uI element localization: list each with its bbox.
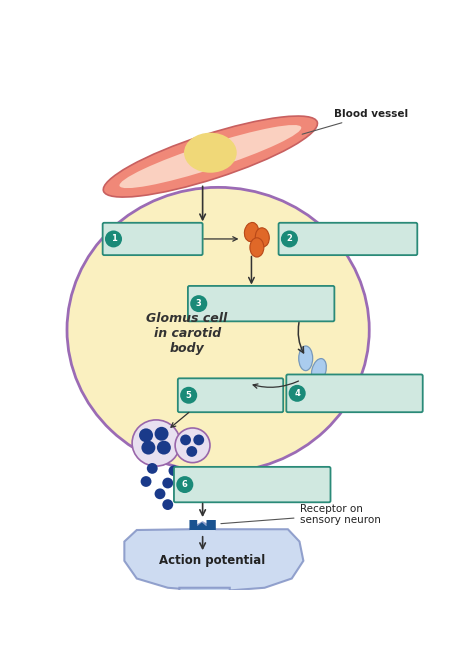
Text: 1: 1 (110, 235, 117, 243)
Circle shape (157, 441, 171, 455)
Text: Receptor on
sensory neuron: Receptor on sensory neuron (221, 504, 380, 525)
Circle shape (162, 499, 173, 510)
Ellipse shape (299, 346, 313, 371)
Circle shape (103, 661, 120, 663)
Circle shape (105, 231, 122, 247)
Text: Glomus cell
in carotid
body: Glomus cell in carotid body (146, 312, 228, 355)
Circle shape (155, 489, 165, 499)
Circle shape (193, 434, 204, 446)
Text: 5: 5 (186, 391, 191, 400)
Circle shape (162, 477, 173, 489)
Ellipse shape (132, 420, 180, 466)
Circle shape (174, 488, 185, 499)
Circle shape (141, 476, 152, 487)
Circle shape (147, 463, 158, 474)
Text: 4: 4 (294, 389, 300, 398)
Circle shape (180, 387, 197, 404)
Text: 6: 6 (182, 480, 188, 489)
FancyBboxPatch shape (279, 223, 417, 255)
FancyBboxPatch shape (178, 379, 283, 412)
Text: Action potential: Action potential (159, 554, 265, 568)
Polygon shape (190, 520, 216, 530)
Circle shape (184, 467, 195, 477)
Circle shape (180, 434, 191, 446)
Circle shape (289, 385, 306, 402)
Ellipse shape (67, 188, 369, 472)
Ellipse shape (103, 116, 318, 197)
Ellipse shape (311, 359, 326, 383)
Circle shape (179, 475, 190, 485)
Ellipse shape (245, 223, 258, 241)
Polygon shape (124, 522, 303, 591)
Ellipse shape (184, 133, 237, 173)
Circle shape (141, 441, 155, 455)
Circle shape (176, 476, 193, 493)
Polygon shape (152, 588, 251, 649)
Ellipse shape (119, 125, 301, 188)
Ellipse shape (250, 238, 264, 257)
Circle shape (186, 446, 197, 457)
FancyBboxPatch shape (174, 467, 330, 503)
Circle shape (190, 295, 207, 312)
Text: Blood vessel: Blood vessel (302, 109, 409, 134)
Text: 2: 2 (286, 235, 292, 243)
Circle shape (281, 231, 298, 247)
Circle shape (169, 465, 179, 476)
FancyBboxPatch shape (188, 286, 334, 322)
FancyBboxPatch shape (103, 223, 202, 255)
FancyBboxPatch shape (286, 375, 423, 412)
Circle shape (155, 427, 169, 441)
FancyBboxPatch shape (100, 648, 324, 663)
Ellipse shape (255, 228, 269, 247)
Circle shape (139, 428, 153, 442)
Text: 3: 3 (196, 299, 201, 308)
Ellipse shape (175, 428, 210, 463)
